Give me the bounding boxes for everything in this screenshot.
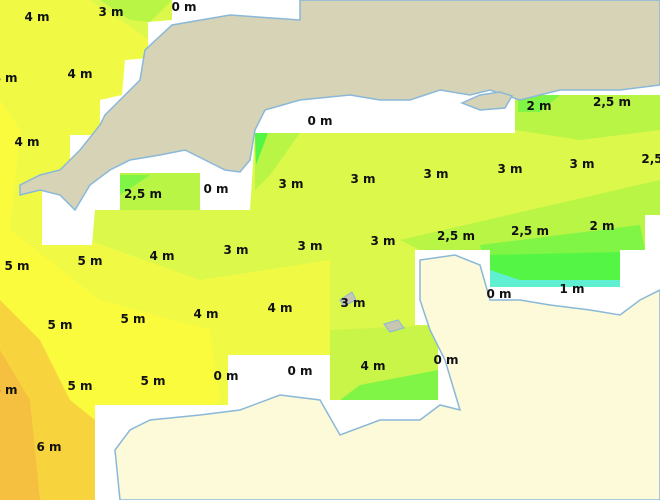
wave-height-label: 4 m [14,135,40,149]
zone-1-5m [255,133,268,165]
land-isle-of-wight [460,91,514,111]
wave-height-label: 3 m [340,296,366,310]
wave-height-label: 0 m [203,182,229,196]
land-guernsey [339,291,357,307]
wave-height-label: 6 m [0,383,18,397]
wave-height-label: 0 m [287,364,313,378]
zone-2-5m [100,0,172,22]
wave-height-label: 3 m [278,177,304,191]
wave-height-label: 3 m [497,162,523,176]
wave-height-label: 6 m [36,440,62,454]
wave-height-label: 2,5 m [511,224,549,238]
wave-height-label: 5 m [120,312,146,326]
zone-1m [490,270,620,287]
wave-height-label: 3 m [350,172,376,186]
wave-height-label: 2 m [589,219,615,233]
land-england [19,0,660,212]
wave-height-label: 4 m [149,249,175,263]
zone-1-5m [490,252,620,280]
wave-height-label: 4 m [0,71,18,85]
wave-height-label: 3 m [370,234,396,248]
wave-height-label: 4 m [267,301,293,315]
wave-height-label: 0 m [433,353,459,367]
wave-height-label: 4 m [360,359,386,373]
wave-height-label: 2,5 m [593,95,631,109]
zone-2m [120,175,150,195]
wave-height-label: 5 m [67,379,93,393]
zone-6m [0,350,40,500]
wave-height-label: 0 m [486,287,512,301]
zone-2m [518,95,560,112]
wave-height-label: 3 m [423,167,449,181]
wave-height-label: 2,5 [641,152,660,166]
wave-height-label: 0 m [171,0,197,14]
zone-2-5m [515,95,660,140]
wave-height-label: 3 m [98,5,124,19]
wave-height-label: 4 m [24,10,50,24]
wave-height-label: 2,5 m [124,187,162,201]
zone-2-5m [120,173,200,210]
land-france [114,254,660,500]
wave-height-label: 1 m [559,282,585,296]
wave-height-label: 0 m [307,114,333,128]
wave-height-label: 2,5 m [437,229,475,243]
wave-height-label: 3 m [223,243,249,257]
wave-height-label: 2 m [526,99,552,113]
wave-height-label: 5 m [77,254,103,268]
wave-height-label: 4 m [67,67,93,81]
wave-height-label: 0 m [213,369,239,383]
wave-height-label: 4 m [193,307,219,321]
land-jersey [383,319,405,333]
wave-height-label: 3 m [569,157,595,171]
zone-2-5m [255,133,300,190]
wave-height-label: 3 m [297,239,323,253]
wave-height-label: 5 m [4,259,30,273]
wave-height-label: 5 m [140,374,166,388]
wave-height-label: 5 m [47,318,73,332]
zone-2m [340,370,438,400]
